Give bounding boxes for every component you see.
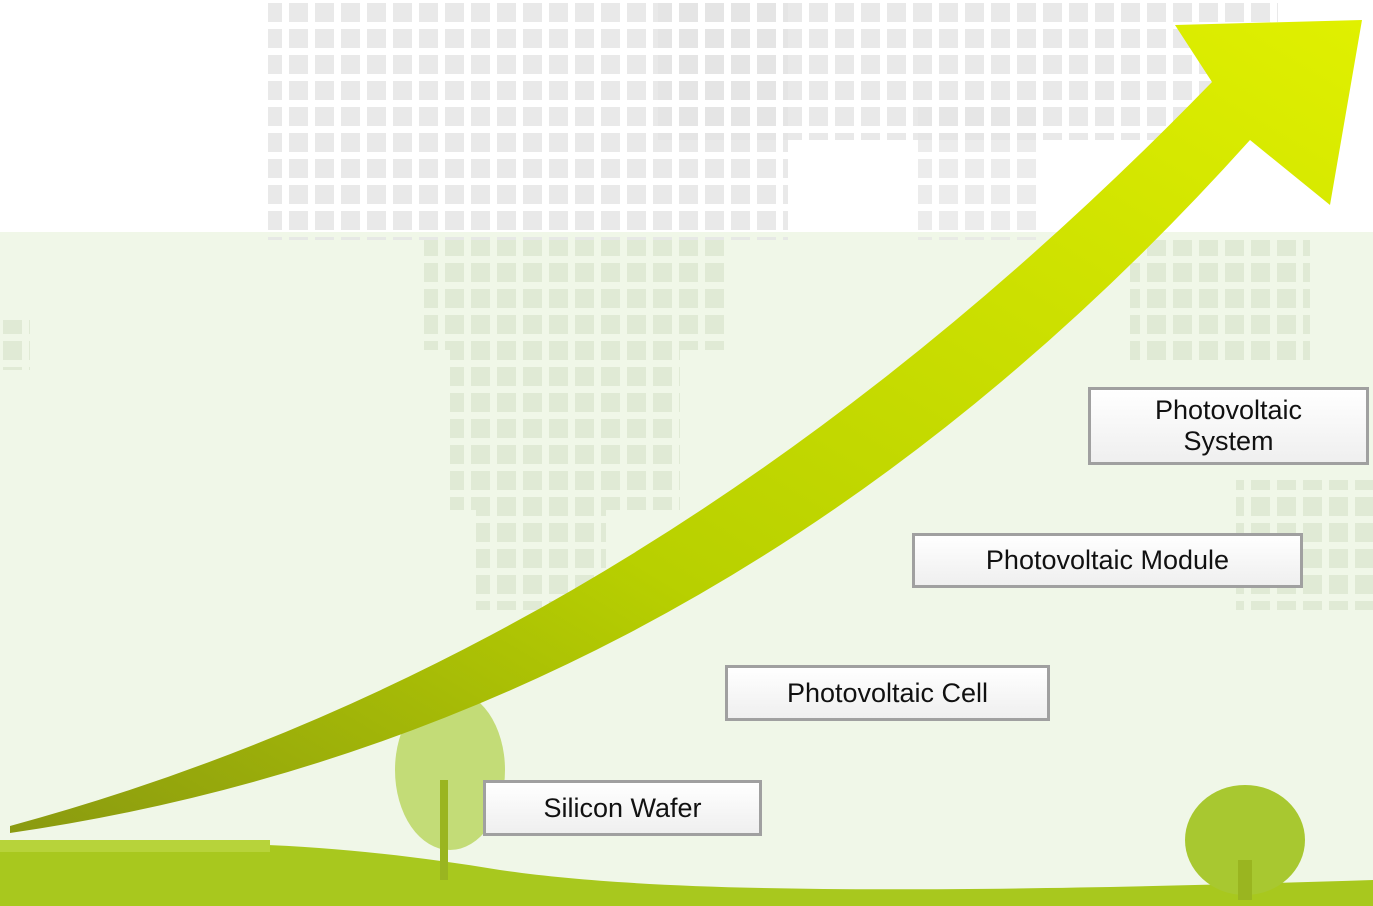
map-squares <box>0 320 30 370</box>
step-box: Photovoltaic System <box>1088 387 1369 465</box>
tree <box>1185 785 1305 895</box>
step-box: Photovoltaic Module <box>912 533 1303 588</box>
growth-arrow <box>10 20 1362 833</box>
tree-trunk <box>440 780 448 880</box>
map-squares <box>918 100 1038 240</box>
step-box: Silicon Wafer <box>483 780 762 836</box>
map-squares <box>450 350 680 510</box>
tree <box>395 690 505 850</box>
buildings <box>0 840 270 852</box>
map-squares <box>424 240 724 350</box>
map-squares <box>1130 240 1310 360</box>
step-box: Photovoltaic Cell <box>725 665 1050 721</box>
ground <box>0 842 1373 906</box>
tree-trunk <box>1238 860 1252 900</box>
